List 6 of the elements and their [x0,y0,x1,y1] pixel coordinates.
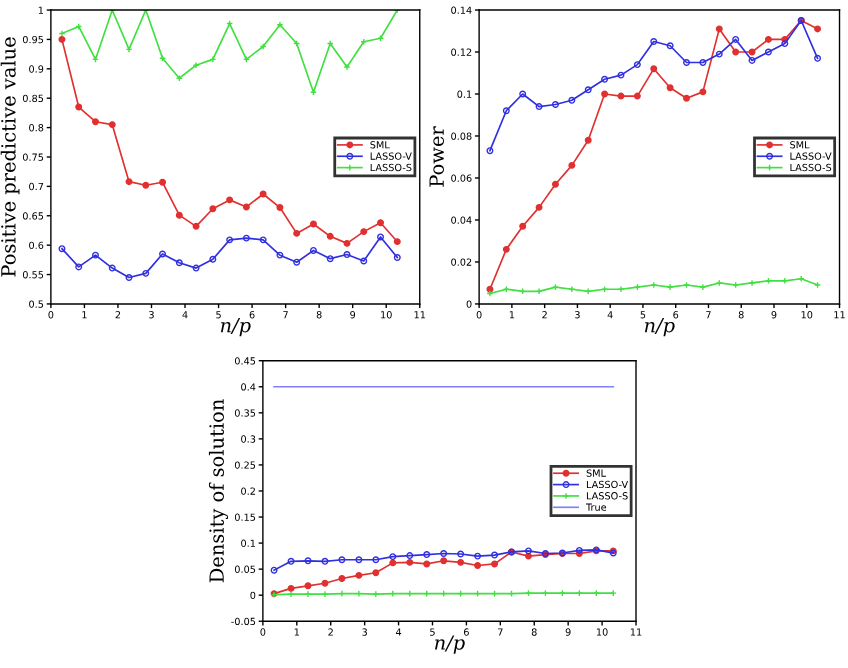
y-axis-title: Positive predictive value [0,37,20,277]
y-axis-title: Power [429,126,444,187]
y-axis-title: Density of solution [208,399,228,583]
x-axis-title: n/p [644,318,675,337]
x-axis-title: n/p [220,318,251,337]
x-axis-title: n/p [435,635,465,654]
